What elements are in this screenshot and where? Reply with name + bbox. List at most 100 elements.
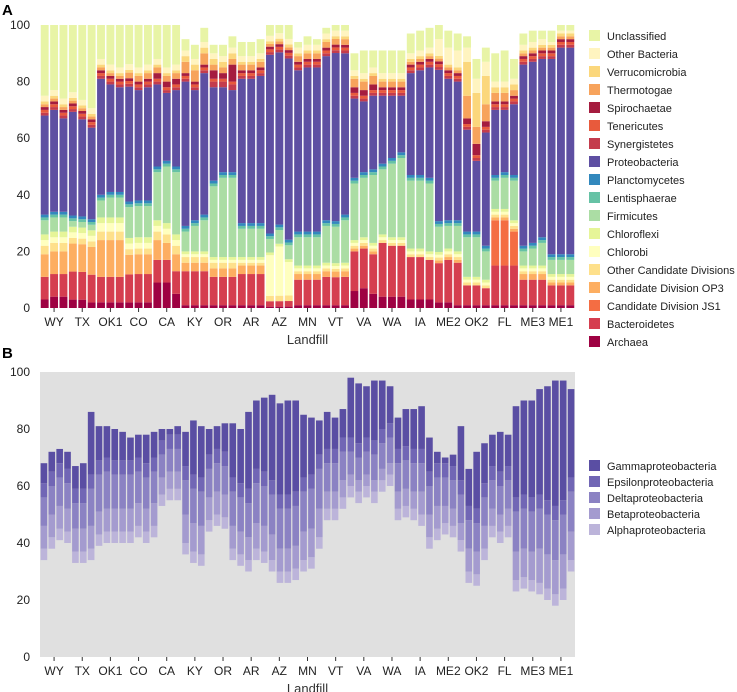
bar-segment-alphaproteobacteria [441, 523, 449, 535]
bar-segment-chlorobi [322, 265, 331, 269]
bar-segment-other-bacteria [547, 41, 556, 45]
bar-segment-firmicutes [491, 180, 500, 209]
bar-segment-epsilonproteobacteria [465, 505, 473, 521]
bar-segment-other-bacteria [97, 58, 105, 65]
bar-segment-thermotogae [40, 104, 49, 108]
bar-segment-lentisphaerae [322, 223, 331, 226]
bar-segment-bacteroidetes [416, 257, 425, 300]
bar-segment-gammaproteobacteria [111, 429, 119, 461]
bar-segment-planctomycetes [266, 233, 274, 237]
bar-segment-tenericutes [359, 95, 368, 99]
bar-segment-synergistetes [228, 84, 237, 91]
bar-segment-gammaproteobacteria [544, 386, 551, 501]
bar-segment-verrucomicrobia [50, 95, 59, 99]
bar-segment-alphaproteobacteria [245, 560, 252, 572]
bar-segment-proteobacteria [566, 47, 575, 255]
bar-segment-gammaproteobacteria [300, 414, 307, 478]
bar-segment-synergistetes [425, 64, 434, 68]
bar-segment-other-bacteria [538, 39, 547, 45]
bar-segment-synergistetes [397, 92, 406, 96]
x-tick-label: TX [75, 664, 90, 678]
bar-segment-thermotogae [510, 90, 518, 96]
bar-segment-spirochaetae [472, 143, 481, 156]
bar-segment-proteobacteria [303, 67, 312, 232]
bar-segment-deltaproteobacteria [205, 468, 213, 498]
bar-segment-gammaproteobacteria [72, 466, 79, 489]
bar-segment-deltaproteobacteria [268, 494, 276, 535]
y-tick-label: 100 [10, 365, 30, 379]
bar-segment-planctomycetes [378, 163, 387, 167]
bar-segment-epsilonproteobacteria [339, 437, 347, 452]
bar-segment-lentisphaerae [78, 219, 87, 222]
bar-segment-other-bacteria [275, 33, 284, 39]
bar-segment-deltaproteobacteria [347, 451, 355, 475]
bar-segment-unclassified [416, 30, 425, 51]
bar-segment-archaea [425, 299, 434, 308]
bar-segment-deltaproteobacteria [457, 494, 465, 524]
bar-segment-tenericutes [303, 61, 312, 65]
bar-segment-chloroflexi [528, 265, 537, 269]
legend-swatch [589, 282, 600, 293]
bar-segment-planctomycetes [162, 160, 171, 164]
bar-segment-firmicutes [50, 217, 59, 232]
bar-segment-tenericutes [397, 90, 406, 93]
bar-segment-thermotogae [369, 75, 378, 85]
bar-segment-archaea [378, 296, 387, 308]
bar-segment-tenericutes [331, 47, 340, 51]
bar-segment-archaea [237, 305, 246, 308]
bar-segment-proteobacteria [50, 109, 59, 212]
bar-segment-alphaproteobacteria [339, 497, 347, 509]
bar-segment-betaproteobacteria [473, 551, 480, 575]
bar-segment-betaproteobacteria [315, 508, 323, 538]
bar-segment-synergistetes [68, 109, 77, 112]
bar-segment-planctomycetes [153, 166, 162, 170]
bar-segment-deltaproteobacteria [489, 480, 496, 509]
bar-segment-bacteroidetes [59, 274, 68, 297]
bar-segment-betaproteobacteria [520, 548, 528, 578]
bar-segment-gammaproteobacteria [339, 409, 347, 438]
bar-segment-thermotogae [434, 58, 443, 62]
bar-segment-lentisphaerae [312, 234, 321, 238]
bar-segment-verrucomicrobia [556, 33, 565, 37]
y-tick-label: 0 [23, 650, 30, 664]
bar-segment-proteobacteria [547, 58, 556, 255]
bar-segment-archaea [519, 305, 528, 308]
bar-segment-epsilonproteobacteria [166, 434, 174, 449]
bar-segment-lentisphaerae [200, 217, 209, 221]
bar-segment-chlorobi [247, 259, 256, 263]
bar-segment-deltaproteobacteria [552, 520, 559, 561]
bar-segment-alphaproteobacteria [166, 488, 174, 501]
x-tick-label: VT [328, 664, 344, 678]
bar-segment-firmicutes [200, 220, 209, 252]
bar-segment-bacteroidetes [528, 279, 537, 306]
bar-segment-archaea [341, 305, 349, 308]
bar-segment-proteobacteria [331, 53, 340, 222]
bar-segment-spirochaetae [463, 118, 472, 125]
bar-segment-betaproteobacteria [142, 508, 150, 532]
bar-segment-chlorobi [40, 240, 49, 246]
bar-segment-alphaproteobacteria [229, 548, 237, 561]
bar-segment-lentisphaerae [172, 169, 181, 173]
bar-segment-spirochaetae [78, 111, 87, 114]
bar-segment-deltaproteobacteria [331, 463, 339, 492]
bar-segment-chlorobi [472, 279, 481, 283]
bar-segment-spirochaetae [143, 78, 152, 82]
bar-segment-bacteroidetes [378, 242, 387, 297]
bar-segment-gammaproteobacteria [40, 463, 48, 484]
bar-segment-archaea [143, 302, 152, 308]
bar-segment-betaproteobacteria [135, 503, 142, 526]
bar-segment-lentisphaerae [190, 223, 199, 226]
bar-segment-epsilonproteobacteria [323, 448, 331, 464]
bar-segment-candidate-division-op3 [547, 282, 556, 286]
bar-segment-planctomycetes [247, 223, 256, 226]
bar-segment-chlorobi [331, 265, 340, 269]
bar-segment-gammaproteobacteria [402, 409, 410, 447]
bar-segment-unclassified [453, 33, 462, 51]
bar-segment-other-candidate-divisions [444, 254, 453, 258]
bar-segment-bacteroidetes [87, 274, 96, 303]
bar-segment-gammaproteobacteria [394, 417, 402, 449]
bar-segment-bacteroidetes [519, 279, 528, 306]
bar-segment-alphaproteobacteria [363, 486, 370, 498]
bar-segment-verrucomicrobia [547, 44, 556, 48]
bar-segment-unclassified [97, 25, 105, 59]
